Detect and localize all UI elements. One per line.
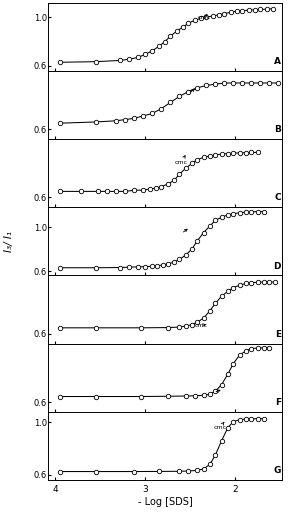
Text: C: C <box>274 194 281 202</box>
Text: E: E <box>275 330 281 339</box>
Text: I₃/ I₁: I₃/ I₁ <box>4 231 14 252</box>
Text: cmc: cmc <box>197 15 211 20</box>
Text: cmc: cmc <box>213 422 227 430</box>
Text: B: B <box>274 125 281 134</box>
Text: D: D <box>273 262 281 271</box>
Text: cmc: cmc <box>195 323 208 327</box>
X-axis label: - Log [SDS]: - Log [SDS] <box>138 497 192 507</box>
Text: A: A <box>274 57 281 66</box>
Text: cmc: cmc <box>175 156 188 165</box>
Text: G: G <box>274 466 281 475</box>
Text: F: F <box>275 398 281 407</box>
